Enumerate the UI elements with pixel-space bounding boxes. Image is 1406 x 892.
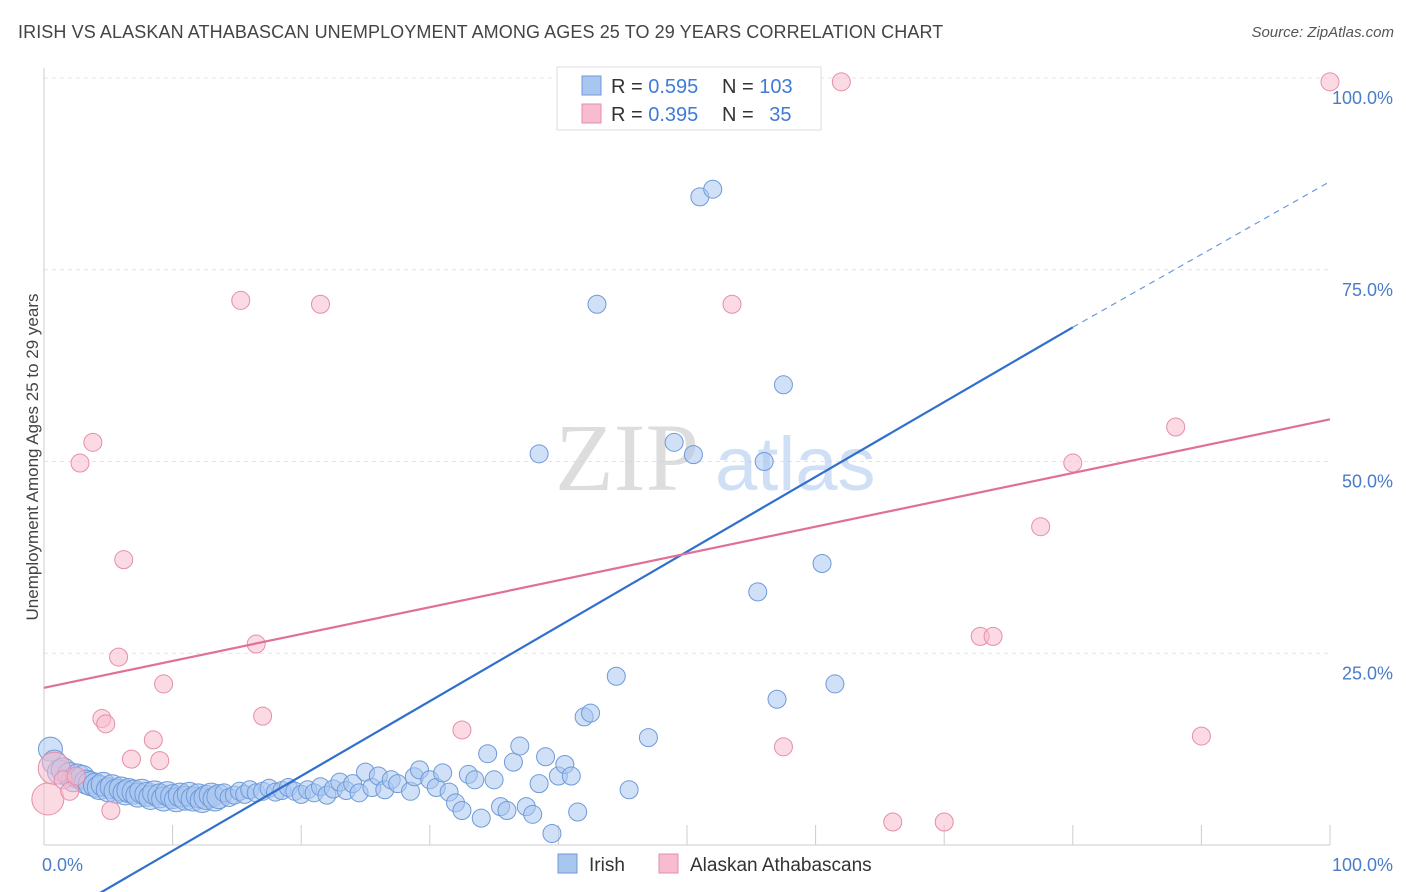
- point-irish: [568, 802, 588, 822]
- point-irish: [452, 800, 472, 820]
- legend-n-value: 35: [769, 104, 791, 126]
- point-alaskan: [83, 432, 103, 452]
- chart-title: IRISH VS ALASKAN ATHABASCAN UNEMPLOYMENT…: [18, 22, 944, 42]
- point-alaskan: [70, 453, 90, 473]
- y-tick-label: 100.0%: [1332, 88, 1393, 108]
- point-irish: [561, 766, 581, 786]
- point-alaskan: [1191, 726, 1211, 746]
- y-tick-label: 75.0%: [1342, 280, 1393, 300]
- point-irish: [703, 179, 723, 199]
- point-alaskan: [66, 766, 86, 786]
- point-alaskan: [934, 812, 954, 832]
- point-irish: [523, 804, 543, 824]
- point-irish: [536, 747, 556, 767]
- legend-n-label: N =: [722, 104, 759, 126]
- bottom-legend-label-irish: Irish: [589, 855, 625, 876]
- y-tick-label: 25.0%: [1342, 663, 1393, 683]
- legend-r-label: R =: [611, 104, 648, 126]
- ticks-layer: 25.0% 50.0% 75.0% 100.0% 0.0% 100.0%: [42, 88, 1393, 875]
- point-alaskan: [722, 294, 742, 314]
- point-alaskan: [310, 294, 330, 314]
- point-irish: [767, 689, 787, 709]
- watermark-atlas: atlas: [715, 422, 876, 507]
- y-axis-label: Unemployment Among Ages 25 to 29 years: [23, 294, 42, 621]
- trendline-irish-extension: [1072, 181, 1331, 328]
- legend-swatch-alaskan: [581, 103, 602, 124]
- watermark: ZIP atlas: [555, 404, 876, 511]
- point-irish: [581, 703, 601, 723]
- point-irish: [638, 728, 658, 748]
- point-alaskan: [1166, 417, 1186, 437]
- point-irish: [825, 674, 845, 694]
- grid: [44, 77, 1330, 654]
- x-tick-label: 100.0%: [1332, 855, 1393, 875]
- point-irish: [664, 432, 684, 452]
- point-alaskan: [1031, 517, 1051, 537]
- point-irish: [587, 294, 607, 314]
- point-alaskan: [452, 720, 472, 740]
- point-alaskan: [109, 647, 129, 667]
- x-tick-label: 0.0%: [42, 855, 83, 875]
- point-irish: [471, 808, 491, 828]
- y-tick-label: 50.0%: [1342, 472, 1393, 492]
- svg-text:N = 35: N = 35: [722, 104, 792, 126]
- point-alaskan: [114, 550, 134, 570]
- point-irish: [542, 823, 562, 843]
- legend-r-label: R =: [611, 76, 648, 98]
- point-alaskan: [1320, 72, 1340, 92]
- point-irish: [773, 375, 793, 395]
- point-irish: [478, 744, 498, 764]
- point-irish: [812, 554, 832, 574]
- bottom-legend-label-alaskan: Alaskan Athabascans: [690, 855, 872, 876]
- point-irish: [619, 780, 639, 800]
- point-alaskan: [831, 72, 851, 92]
- point-alaskan: [101, 800, 121, 820]
- point-alaskan: [154, 674, 174, 694]
- bottom-legend-swatch-alaskan: [658, 853, 679, 874]
- top-legend: R = 0.595 N = 103 R = 0.395 N = 35: [556, 66, 822, 131]
- point-alaskan: [773, 737, 793, 757]
- point-irish: [529, 774, 549, 794]
- point-alaskan: [983, 626, 1003, 646]
- point-irish: [606, 666, 626, 686]
- point-irish: [683, 445, 703, 465]
- point-irish: [497, 800, 517, 820]
- watermark-zip: ZIP: [555, 404, 699, 511]
- point-alaskan: [883, 812, 903, 832]
- legend-n-label: N =: [722, 76, 759, 98]
- trendline-irish: [99, 326, 1074, 892]
- legend-n-value: 103: [759, 76, 792, 98]
- point-irish: [433, 763, 453, 783]
- svg-text:R = 0.595: R = 0.595: [611, 76, 698, 98]
- point-alaskan: [231, 290, 251, 310]
- point-irish: [510, 736, 530, 756]
- point-alaskan: [96, 714, 116, 734]
- source-label: Source: ZipAtlas.com: [1251, 24, 1394, 41]
- point-irish: [748, 582, 768, 602]
- point-irish: [529, 444, 549, 464]
- point-alaskan: [1063, 453, 1083, 473]
- bottom-legend-swatch-irish: [557, 853, 578, 874]
- legend-r-value: 0.395: [648, 104, 698, 126]
- point-irish: [503, 752, 523, 772]
- point-alaskan: [121, 749, 141, 769]
- point-alaskan: [150, 751, 170, 771]
- svg-text:N = 103: N = 103: [722, 76, 793, 98]
- point-irish: [465, 770, 485, 790]
- points-layer: [31, 72, 1340, 843]
- svg-text:R = 0.395: R = 0.395: [611, 104, 698, 126]
- point-irish: [484, 770, 504, 790]
- point-irish: [754, 452, 774, 471]
- trend-layer: [43, 181, 1331, 892]
- bottom-legend: Irish Alaskan Athabascans: [557, 853, 872, 876]
- point-alaskan: [253, 706, 273, 726]
- legend-swatch-irish: [581, 75, 602, 96]
- trendline-alaskan: [43, 418, 1331, 689]
- point-alaskan: [143, 730, 163, 750]
- legend-r-value: 0.595: [648, 76, 698, 98]
